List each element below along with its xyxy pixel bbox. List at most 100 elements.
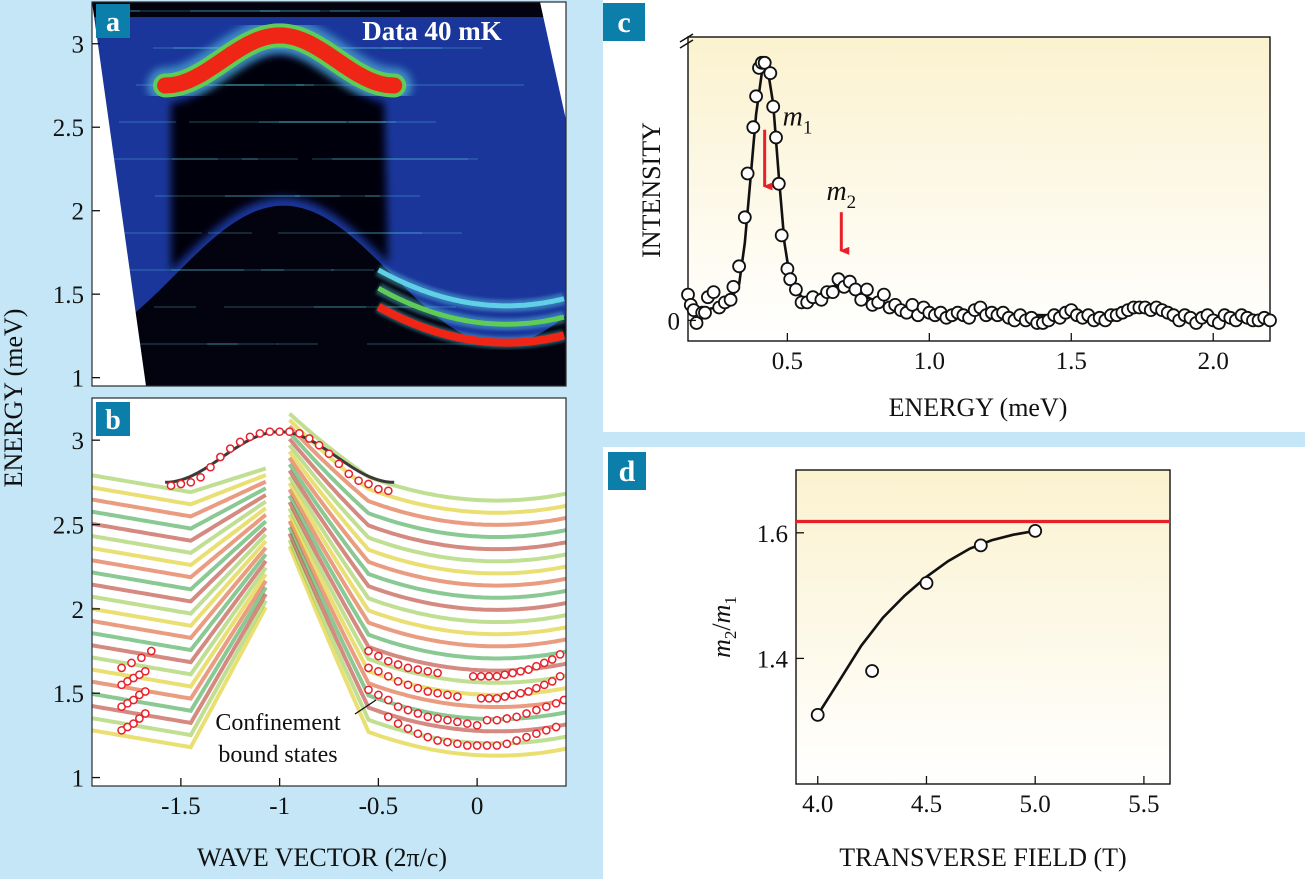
noise-streak — [101, 269, 244, 271]
model-data-point — [127, 658, 136, 668]
model-data-point — [516, 666, 525, 676]
model-data-point — [492, 671, 502, 681]
noise-streak — [119, 121, 176, 123]
panel-d-ytick-label: 1.6 — [757, 521, 788, 548]
model-curve-right — [287, 507, 566, 685]
model-data-point — [508, 668, 518, 678]
panel-a-ytick-label: 2 — [72, 199, 85, 226]
model-curve-right — [287, 494, 566, 661]
model-data-point — [492, 715, 502, 725]
main-band — [157, 27, 403, 94]
intensity-data-point — [789, 282, 803, 297]
model-data-point — [551, 722, 561, 732]
noise-streak — [226, 84, 314, 86]
model-data-point — [344, 469, 354, 479]
model-data-point — [245, 432, 255, 442]
model-curve-left — [92, 513, 268, 580]
noise-streak — [349, 121, 436, 123]
noise-streak — [348, 232, 462, 234]
model-data-point — [492, 693, 502, 703]
noise-streak — [224, 306, 366, 308]
model-data-point — [462, 719, 472, 728]
model-data-point — [482, 741, 492, 750]
intensity-data-point — [766, 99, 781, 114]
model-curve-right — [288, 431, 566, 539]
peak-label-1: m1 — [783, 102, 813, 139]
model-data-point — [140, 666, 150, 676]
model-data-point — [364, 479, 373, 489]
energy-axis-label: ENERGY (meV) — [0, 309, 28, 488]
model-data-point — [135, 714, 144, 723]
panel-d-xtick-label: 4.5 — [911, 791, 942, 818]
model-data-point — [516, 688, 525, 698]
model-curve-right — [287, 475, 566, 624]
model-data-point — [539, 680, 549, 690]
panel-c-xtick-label: 1.5 — [1056, 348, 1087, 375]
panel-c-ytick-label: 0 — [668, 308, 681, 335]
heatmap-annotation: Data 40 mK — [362, 16, 501, 46]
noise-streak — [120, 10, 280, 12]
model-data-point — [374, 690, 383, 700]
model-data-point — [532, 661, 541, 671]
noise-streak — [279, 121, 396, 123]
model-data-point — [374, 651, 383, 661]
annotation-line-1: Confinement — [215, 710, 341, 736]
model-data-point — [334, 459, 344, 469]
model-data-point — [383, 656, 393, 666]
intensity-data-point — [1263, 313, 1277, 328]
noise-streak — [312, 158, 468, 160]
model-data-point — [196, 472, 205, 482]
model-data-point — [225, 444, 235, 453]
model-data-point — [354, 476, 363, 486]
noise-streak — [153, 47, 222, 49]
model-data-point — [541, 725, 551, 735]
model-data-point — [393, 719, 403, 728]
ratio-label-m2: m — [707, 639, 736, 658]
model-data-point — [374, 666, 383, 676]
intensity-data-point — [749, 89, 763, 104]
intensity-axis-label: INTENSITY — [637, 122, 666, 258]
model-data-point — [522, 732, 531, 742]
intensity-data-point — [740, 166, 755, 181]
model-data-point — [532, 729, 541, 739]
model-data-point — [443, 737, 452, 747]
noise-streak — [259, 121, 386, 123]
panel-a-ytick-label: 1 — [72, 366, 85, 393]
intensity-data-point — [726, 279, 741, 294]
model-data-point — [304, 434, 314, 443]
energy-c-axis-label: ENERGY (meV) — [889, 393, 1068, 422]
model-data-point — [443, 690, 452, 700]
panel-d-xtick-label: 5.5 — [1128, 791, 1159, 818]
model-curve-left — [92, 539, 268, 628]
model-data-point — [413, 683, 423, 693]
panel-b-ytick-label: 2.5 — [53, 513, 84, 540]
noise-streak — [295, 195, 380, 197]
model-data-point — [383, 712, 393, 722]
panel-c-xtick-label: 2.0 — [1198, 348, 1229, 375]
model-data-point — [532, 683, 541, 693]
panel-a-ytick-label: 3 — [72, 32, 85, 59]
intensity-data-point — [737, 210, 752, 225]
model-data-point — [393, 702, 403, 712]
model-data-point — [374, 484, 383, 494]
model-curve-left — [92, 573, 268, 689]
intensity-data-point — [769, 130, 783, 145]
noise-streak — [189, 121, 346, 123]
panel-a-ytick-label: 1.5 — [53, 282, 84, 309]
model-data-point — [275, 427, 284, 437]
model-curve-left — [92, 486, 267, 531]
model-data-point — [508, 690, 518, 700]
model-data-point — [295, 429, 304, 438]
model-curve-right — [288, 424, 566, 527]
model-curve-left — [92, 473, 267, 507]
model-data-point — [555, 650, 565, 659]
noise-streak — [242, 158, 298, 160]
model-curve-left — [92, 533, 268, 616]
panel-d-xtick-label: 5.0 — [1020, 791, 1051, 818]
model-data-point — [140, 709, 150, 718]
noise-streak — [366, 84, 524, 86]
bound-state-band — [377, 267, 565, 309]
model-curve-left — [92, 526, 268, 604]
model-data-point — [413, 729, 423, 739]
